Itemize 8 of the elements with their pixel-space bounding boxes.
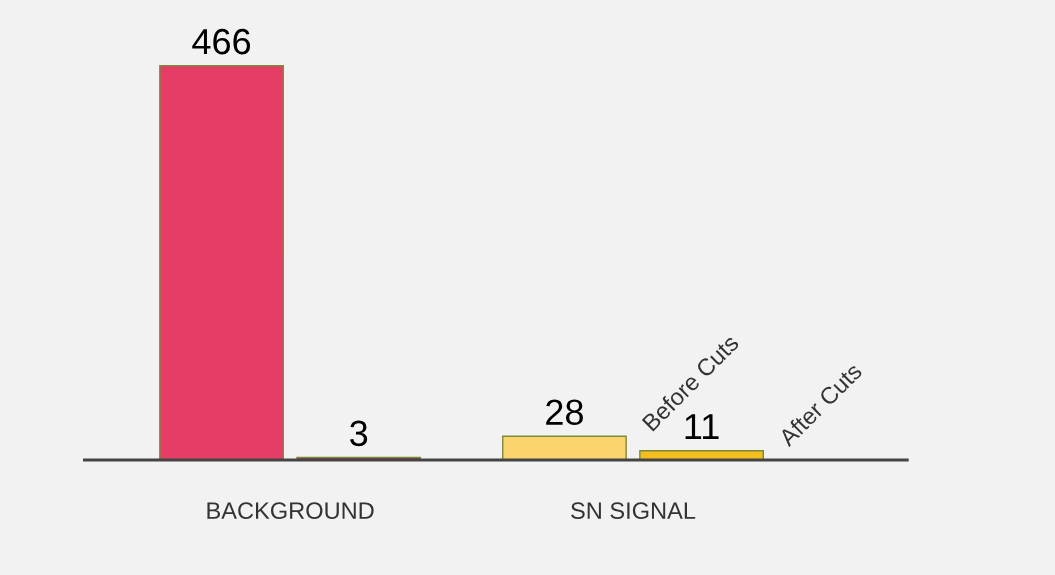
- data-label: 3: [350, 420, 368, 447]
- data-label: 466: [192, 28, 251, 55]
- bar: [639, 449, 764, 460]
- data-label: 28: [546, 399, 583, 425]
- x-tick-label: SN SIGNAL: [571, 502, 696, 520]
- x-tick-label: BACKGROUND: [207, 502, 374, 520]
- bar: [502, 435, 627, 460]
- bar: [159, 65, 284, 460]
